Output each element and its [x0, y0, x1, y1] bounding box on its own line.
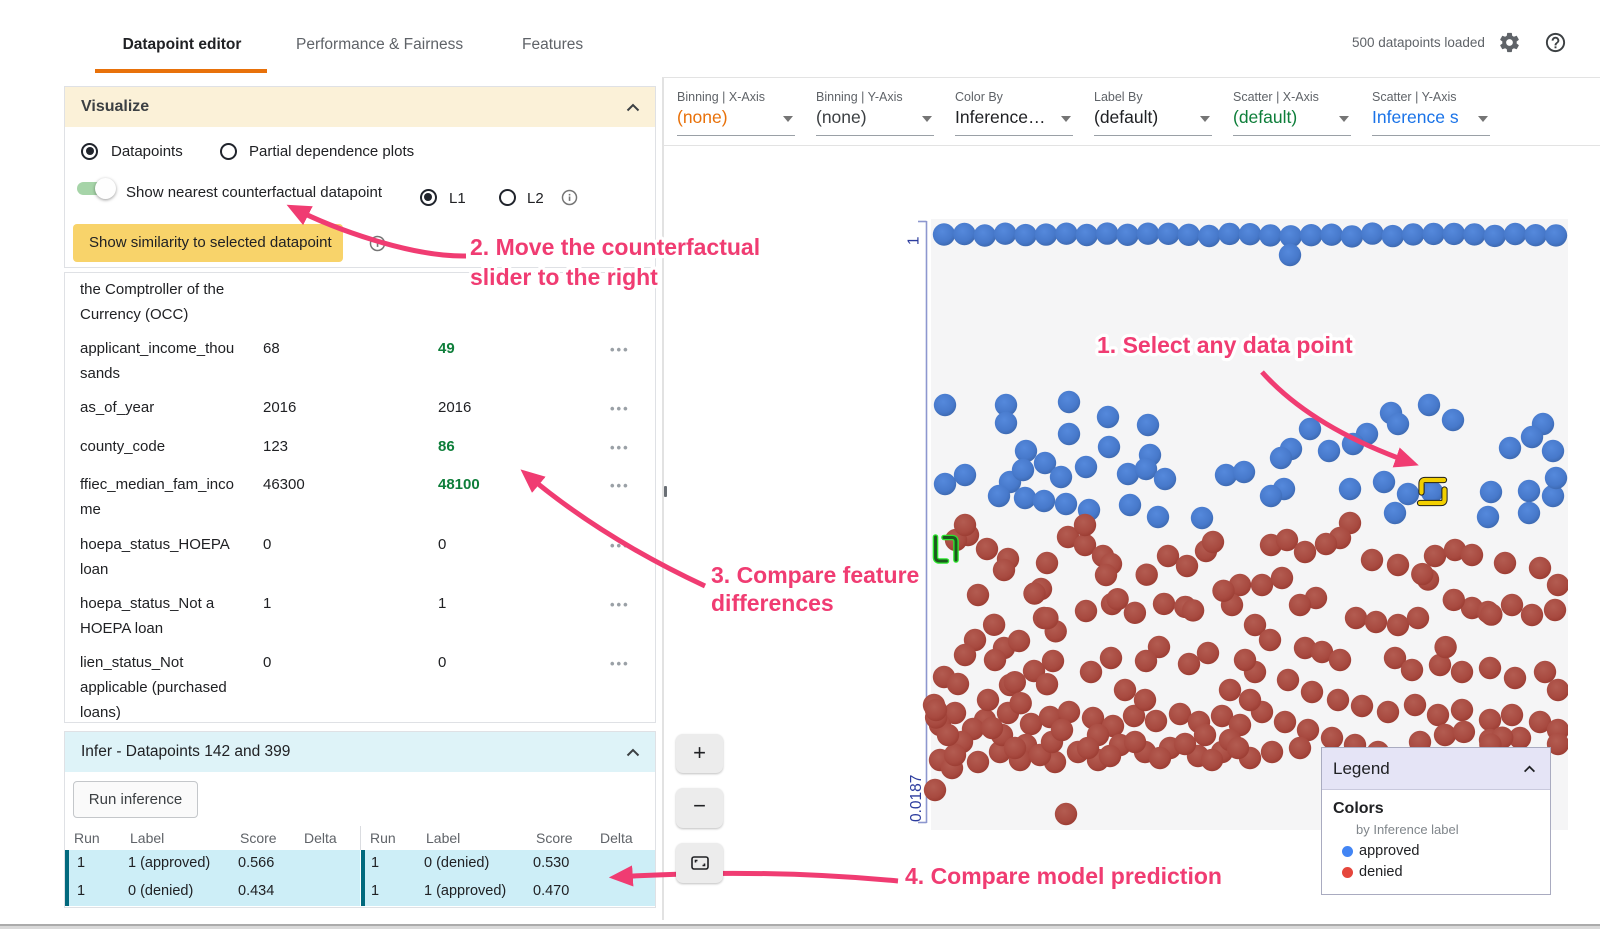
svg-text:0.0187: 0.0187	[908, 775, 925, 822]
svg-text:1: 1	[906, 237, 923, 246]
